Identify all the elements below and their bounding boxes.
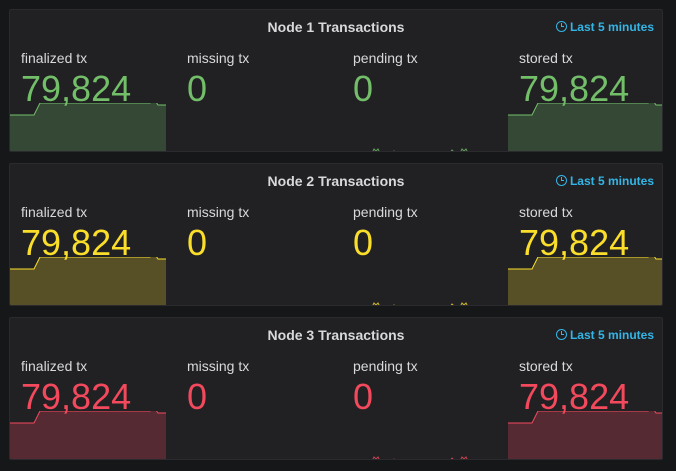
sparkline-blip bbox=[393, 304, 395, 305]
clock-icon bbox=[555, 175, 567, 186]
stat-label: missing tx bbox=[187, 50, 250, 66]
clock-icon bbox=[555, 21, 567, 32]
stat-finalized-tx[interactable]: finalized tx 79,824 bbox=[10, 197, 166, 305]
sparkline-area bbox=[10, 103, 166, 151]
panel-title[interactable]: Node 3 Transactions bbox=[267, 327, 405, 343]
stat-value: 79,824 bbox=[519, 222, 630, 263]
stat-stored-tx[interactable]: stored tx 79,824 bbox=[508, 197, 662, 305]
time-range-link[interactable]: Last 5 minutes bbox=[555, 328, 654, 342]
sparkline-blip bbox=[450, 303, 454, 305]
stat-label: stored tx bbox=[519, 358, 573, 374]
panel-title[interactable]: Node 1 Transactions bbox=[267, 19, 405, 35]
stat-label: stored tx bbox=[519, 204, 573, 220]
stat-missing-tx[interactable]: missing tx 0 bbox=[176, 43, 332, 152]
time-range-link[interactable]: Last 5 minutes bbox=[555, 20, 654, 34]
sparkline-area bbox=[10, 411, 166, 459]
panel-title[interactable]: Node 2 Transactions bbox=[267, 173, 405, 189]
sparkline bbox=[508, 411, 662, 459]
sparkline-area bbox=[508, 257, 662, 305]
sparkline-line bbox=[10, 257, 166, 270]
stat-label: missing tx bbox=[187, 204, 250, 220]
stat-pending-tx[interactable]: pending tx 0 bbox=[342, 351, 498, 459]
sparkline-line bbox=[508, 411, 662, 424]
sparkline bbox=[176, 411, 332, 460]
stat-label: stored tx bbox=[519, 50, 573, 66]
sparkline bbox=[176, 103, 332, 152]
sparkline bbox=[10, 411, 166, 459]
stat-label: pending tx bbox=[353, 50, 418, 66]
stat-missing-tx[interactable]: missing tx 0 bbox=[176, 351, 332, 460]
stat-value: 0 bbox=[353, 68, 374, 109]
stat-finalized-tx[interactable]: finalized tx 79,824 bbox=[10, 43, 166, 151]
stat-label: finalized tx bbox=[21, 204, 88, 220]
stat-value: 79,824 bbox=[519, 376, 630, 417]
stat-label: finalized tx bbox=[21, 358, 88, 374]
time-range-label: Last 5 minutes bbox=[569, 328, 654, 342]
sparkline bbox=[508, 103, 662, 151]
sparkline bbox=[372, 302, 468, 305]
stat-pending-tx[interactable]: pending tx 0 bbox=[342, 43, 498, 151]
sparkline-blip bbox=[372, 148, 380, 151]
sparkline bbox=[176, 257, 332, 306]
sparkline-blip bbox=[393, 150, 395, 151]
stat-value: 79,824 bbox=[21, 68, 132, 109]
stat-missing-tx[interactable]: missing tx 0 bbox=[176, 197, 332, 306]
time-range-label: Last 5 minutes bbox=[569, 20, 654, 34]
sparkline-area bbox=[10, 257, 166, 305]
sparkline-line bbox=[10, 103, 166, 116]
stat-value: 0 bbox=[353, 222, 374, 263]
panel-node-3: Node 3 Transactions Last 5 minutes final… bbox=[9, 317, 663, 460]
stat-value: 79,824 bbox=[21, 222, 132, 263]
sparkline bbox=[508, 257, 662, 305]
sparkline-area bbox=[508, 411, 662, 459]
stat-value: 79,824 bbox=[519, 68, 630, 109]
sparkline-line bbox=[508, 103, 662, 116]
sparkline bbox=[372, 456, 468, 459]
panel-node-1: Node 1 Transactions Last 5 minutes final… bbox=[9, 9, 663, 152]
sparkline-blip bbox=[460, 456, 468, 459]
sparkline-blip bbox=[460, 148, 468, 151]
panel-node-2: Node 2 Transactions Last 5 minutes final… bbox=[9, 163, 663, 306]
sparkline bbox=[372, 148, 468, 151]
stat-finalized-tx[interactable]: finalized tx 79,824 bbox=[10, 351, 166, 459]
stat-label: pending tx bbox=[353, 358, 418, 374]
sparkline-line bbox=[508, 257, 662, 270]
sparkline-blip bbox=[372, 456, 380, 459]
stat-stored-tx[interactable]: stored tx 79,824 bbox=[508, 351, 662, 459]
stat-label: pending tx bbox=[353, 204, 418, 220]
stat-value: 0 bbox=[353, 376, 374, 417]
sparkline-area bbox=[508, 103, 662, 151]
stat-value: 0 bbox=[187, 222, 208, 263]
sparkline-blip bbox=[460, 302, 468, 305]
time-range-link[interactable]: Last 5 minutes bbox=[555, 174, 654, 188]
stat-stored-tx[interactable]: stored tx 79,824 bbox=[508, 43, 662, 151]
clock-icon bbox=[555, 329, 567, 340]
time-range-label: Last 5 minutes bbox=[569, 174, 654, 188]
sparkline-line bbox=[10, 411, 166, 424]
stat-label: missing tx bbox=[187, 358, 250, 374]
sparkline-blip bbox=[393, 458, 395, 459]
stat-value: 0 bbox=[187, 376, 208, 417]
sparkline bbox=[10, 103, 166, 151]
sparkline-blip bbox=[450, 149, 454, 151]
sparkline bbox=[10, 257, 166, 305]
stat-label: finalized tx bbox=[21, 50, 88, 66]
sparkline-blip bbox=[450, 457, 454, 459]
sparkline-blip bbox=[372, 302, 380, 305]
stat-value: 0 bbox=[187, 68, 208, 109]
stat-value: 79,824 bbox=[21, 376, 132, 417]
stat-pending-tx[interactable]: pending tx 0 bbox=[342, 197, 498, 305]
